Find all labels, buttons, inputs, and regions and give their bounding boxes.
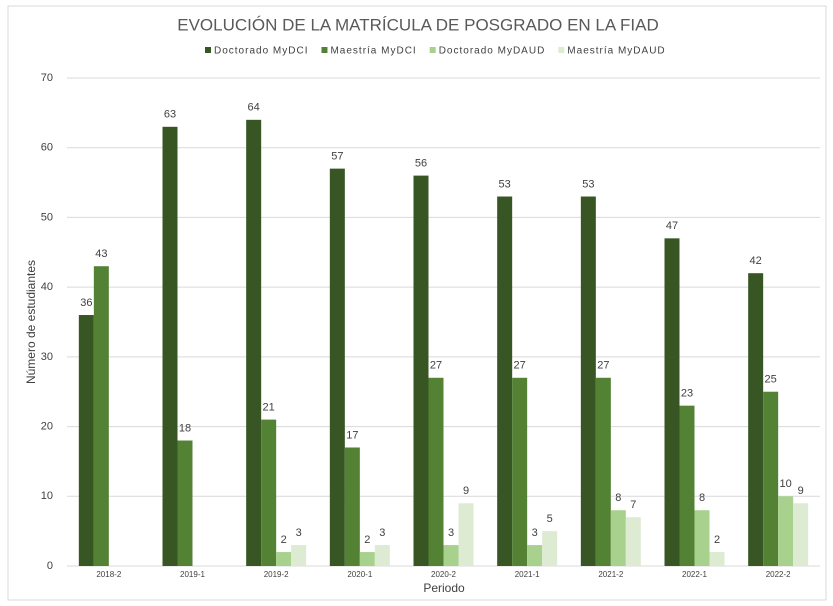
bar (374, 545, 390, 566)
y-tick-label: 60 (41, 142, 53, 154)
data-label: 8 (615, 492, 621, 504)
data-label: 36 (80, 297, 92, 309)
bar (610, 510, 626, 566)
legend-swatch (321, 47, 328, 53)
x-tick-label: 2019-1 (180, 570, 205, 579)
x-tick-label: 2022-2 (766, 570, 791, 579)
bar (793, 503, 809, 566)
legend-label: Maestría MyDCI (330, 46, 416, 57)
x-tick-label: 2020-1 (347, 570, 372, 579)
data-label: 53 (499, 178, 511, 190)
x-axis-label: Periodo (423, 581, 465, 595)
y-tick-label: 0 (47, 560, 53, 572)
chart-title: EVOLUCIÓN DE LA MATRÍCULA DE POSGRADO EN… (177, 15, 658, 34)
data-label: 10 (780, 478, 792, 490)
data-label: 42 (750, 255, 762, 267)
bar (261, 419, 277, 566)
legend-swatch (429, 47, 436, 53)
y-tick-label: 50 (41, 211, 53, 223)
legend-swatch (205, 47, 211, 53)
bar (778, 496, 794, 566)
data-label: 57 (331, 151, 343, 163)
bar (679, 405, 695, 566)
x-tick-label: 2022-1 (682, 570, 707, 579)
bar (542, 531, 558, 566)
y-tick-label: 10 (41, 490, 53, 502)
bar (428, 377, 444, 566)
data-label: 3 (448, 527, 454, 539)
legend-label: Doctorado MyDAUD (439, 46, 546, 57)
bar (93, 266, 109, 566)
data-label: 3 (379, 527, 385, 539)
data-label: 2 (714, 534, 720, 546)
data-label: 27 (597, 360, 609, 372)
bar (709, 552, 725, 566)
data-label: 17 (346, 429, 358, 441)
bar (694, 510, 710, 566)
data-label: 53 (582, 178, 594, 190)
legend-label: Doctorado MyDCI (214, 46, 308, 57)
data-label: 3 (532, 527, 538, 539)
data-label: 8 (699, 492, 705, 504)
data-label: 63 (164, 109, 176, 121)
bar (276, 552, 292, 566)
data-label: 27 (430, 360, 442, 372)
data-label: 56 (415, 158, 427, 170)
bar (329, 168, 345, 566)
data-label: 21 (263, 402, 275, 414)
legend-swatch (558, 47, 565, 53)
bar (595, 377, 611, 566)
bar (664, 238, 680, 567)
y-tick-label: 70 (41, 72, 53, 84)
data-label: 9 (798, 485, 804, 497)
data-label: 7 (630, 499, 636, 511)
data-label: 43 (95, 248, 107, 260)
data-label: 27 (514, 360, 526, 372)
bar (162, 126, 178, 567)
legend-label: Maestría MyDAUD (567, 46, 665, 57)
bar (458, 503, 474, 566)
x-tick-label: 2018-2 (96, 570, 121, 579)
data-label: 2 (281, 534, 287, 546)
data-label: 5 (547, 513, 553, 525)
bar (512, 377, 528, 566)
y-tick-label: 20 (41, 420, 53, 432)
data-label: 47 (666, 220, 678, 232)
x-tick-label: 2019-2 (264, 570, 289, 579)
bar (413, 175, 429, 566)
bar (497, 196, 513, 566)
bar (580, 196, 596, 566)
bar (748, 273, 764, 566)
data-label: 2 (364, 534, 370, 546)
x-tick-label: 2021-1 (515, 570, 540, 579)
bar (625, 517, 641, 566)
bar (246, 119, 262, 566)
bar (763, 391, 779, 566)
data-label: 64 (248, 102, 260, 114)
bar (344, 447, 360, 566)
x-tick-label: 2020-2 (431, 570, 456, 579)
bar (177, 440, 193, 566)
y-tick-label: 30 (41, 351, 53, 363)
bar (443, 545, 459, 566)
bar (527, 545, 543, 566)
bar (78, 315, 94, 566)
data-label: 3 (296, 527, 302, 539)
data-label: 23 (681, 388, 693, 400)
data-label: 18 (179, 422, 191, 434)
y-tick-label: 40 (41, 281, 53, 293)
y-axis-label: Número de estudiantes (24, 260, 38, 384)
data-label: 9 (463, 485, 469, 497)
bar (291, 545, 307, 566)
x-tick-label: 2021-2 (598, 570, 623, 579)
data-label: 25 (765, 374, 777, 386)
bar (359, 552, 375, 566)
